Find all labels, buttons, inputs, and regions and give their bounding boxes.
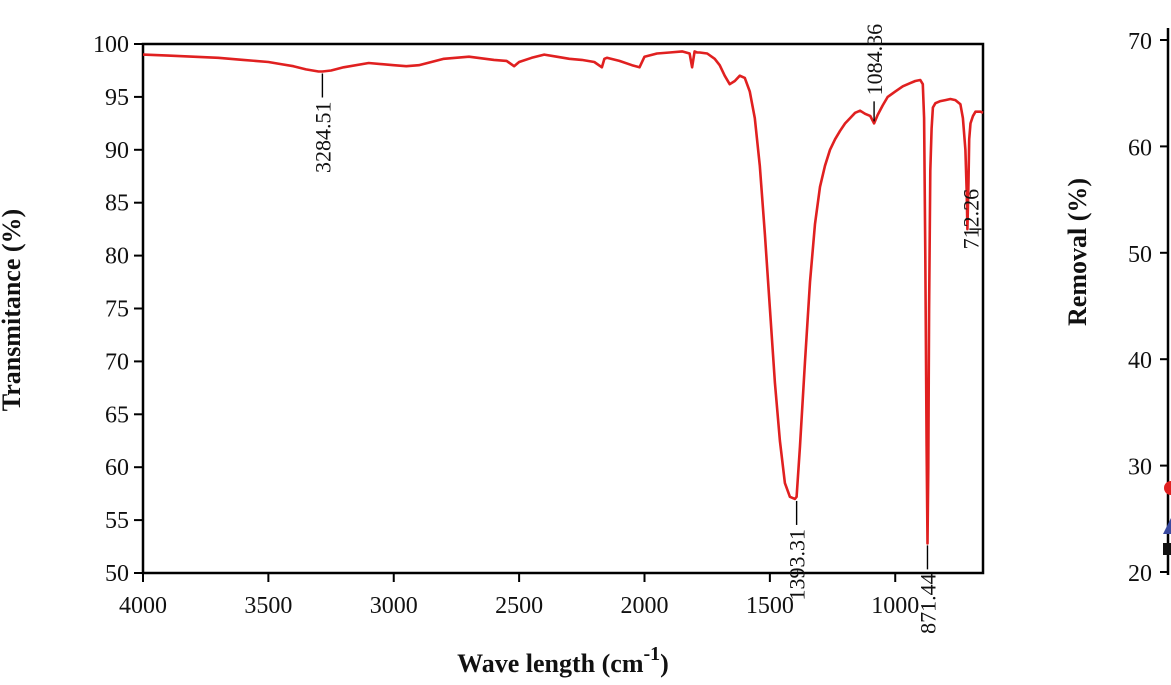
removal-y-axis-ticks: 20 30 40 50 60 70 [1128,29,1168,587]
x-axis-label-main: Wave length (cm [457,649,644,678]
x-axis-label-close: ) [660,649,669,678]
y-axis-label: Transmitance (%) [0,209,26,411]
y-tick-label: 80 [105,244,129,270]
y-tick-label: 100 [93,32,129,58]
y-tick-label: 55 [105,508,129,534]
x-tick-label: 3000 [370,593,418,619]
x-axis-ticks: 4000 3500 3000 2500 2000 1500 1000 [119,573,919,619]
ftir-chart: 50 55 60 65 70 75 80 85 90 95 100 4000 3500 3000 2500… [0,24,985,678]
peak-label: 1393.31 [785,529,810,601]
x-axis-label: Wave length (cm-1) [457,643,669,678]
removal-y-axis-label: Removal (%) [1063,178,1092,326]
removal-marker-circle [1164,481,1171,495]
y-tick-label: 65 [105,402,129,428]
y-tick-label: 95 [105,85,129,111]
y-tick-label: 90 [105,138,129,164]
removal-y-tick-label: 70 [1128,29,1152,55]
x-tick-label: 1000 [871,593,919,619]
y-axis-ticks: 50 55 60 65 70 75 80 85 90 95 100 [93,32,143,587]
y-tick-label: 75 [105,297,129,323]
transmittance-line [142,50,984,545]
x-tick-label: 4000 [119,593,167,619]
y-tick-label: 70 [105,349,129,375]
peak-label: 3284.51 [310,102,335,173]
removal-y-tick-label: 40 [1128,348,1152,374]
removal-y-tick-label: 30 [1128,455,1152,481]
peak-label: 712.26 [958,189,983,250]
y-tick-label: 85 [105,191,129,217]
x-axis-label-superscript: -1 [643,643,660,665]
y-tick-label: 50 [105,561,129,587]
y-tick-label: 60 [105,455,129,481]
removal-marker-triangle [1163,518,1171,534]
removal-y-tick-label: 50 [1128,242,1152,268]
x-tick-label: 2000 [620,593,668,619]
removal-y-tick-label: 20 [1128,561,1152,587]
removal-y-tick-label: 60 [1128,135,1152,161]
removal-marker-square [1163,543,1171,555]
peak-label: 1084.36 [862,24,887,96]
removal-chart-partial: 20 30 40 50 60 70 Removal (%) [1063,28,1171,587]
x-tick-label: 1500 [746,593,794,619]
x-tick-label: 2500 [495,593,543,619]
peak-annotations: 3284.51 1393.31 1084.36 871.44 712.26 [310,24,983,634]
peak-label: 871.44 [915,573,940,634]
x-tick-label: 3500 [244,593,292,619]
plot-frame [141,42,985,575]
